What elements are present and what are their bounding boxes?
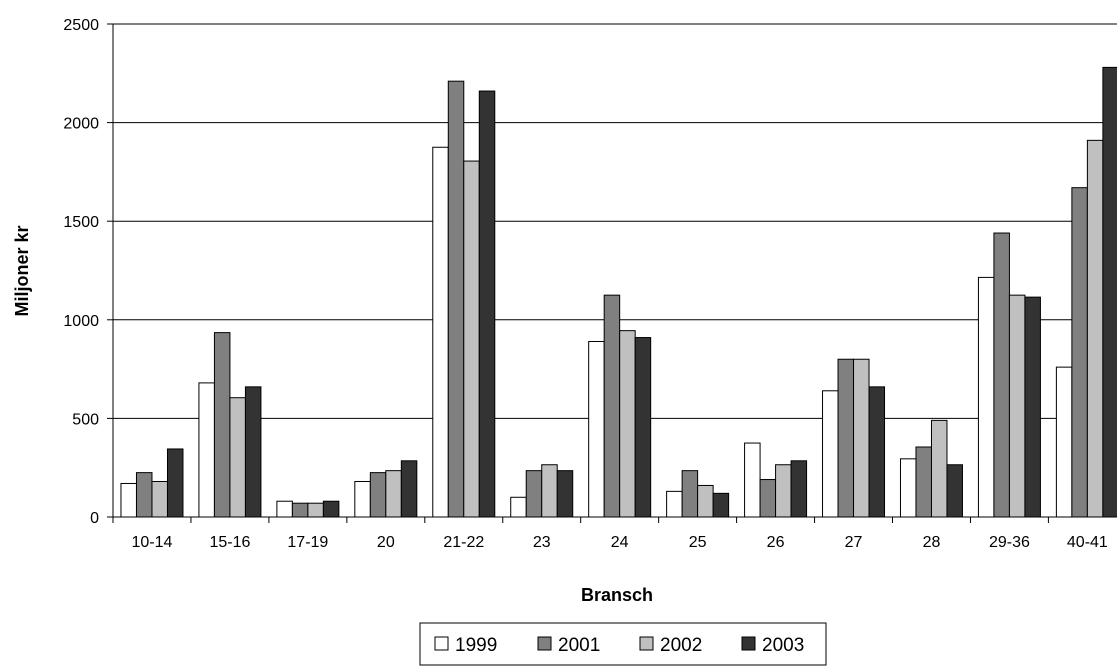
x-tick-labels: 10-14 15-16 17-19 20 21-22 23 24 25 26 27 28 29-36 4…: [112, 517, 1108, 551]
legend-swatch-2002: [639, 636, 654, 651]
bar-2002-25: [697, 484, 714, 518]
bar-2003-26: [790, 460, 808, 518]
legend-swatch-1999: [434, 636, 449, 651]
legend-swatch-2001: [537, 636, 552, 651]
legend-box: [419, 622, 827, 666]
bar-2003-15-16: [244, 386, 262, 518]
x-tick-label: 17-19: [287, 534, 328, 551]
bar-2002-27: [853, 358, 870, 518]
bar-2001-29-36: [993, 232, 1010, 518]
bar-1999-17-19: [276, 500, 293, 518]
axes: [112, 24, 1117, 518]
y-tick-labels: 0 500 1000 1500 2000 2500: [63, 17, 113, 527]
x-tick-label: 23: [533, 534, 551, 551]
x-axis-title: Bransch: [581, 585, 653, 605]
bar-1999-20: [354, 481, 371, 518]
legend-swatch-2003: [741, 636, 756, 651]
bar-2003-25: [712, 492, 730, 518]
bar-2002-40-41: [1086, 139, 1104, 518]
x-tick-label: 28: [923, 534, 941, 551]
bar-1999-27: [822, 390, 839, 518]
x-tick-label: 15-16: [209, 534, 250, 551]
y-tick-label: 1000: [63, 313, 99, 330]
y-tick-label: 2000: [63, 116, 99, 133]
bar-2003-24: [634, 337, 652, 518]
bar-2001-25: [681, 470, 699, 518]
bar-2002-15-16: [229, 397, 246, 518]
bar-2002-10-14: [151, 481, 168, 518]
y-axis-title: Miljoner kr: [12, 225, 32, 316]
legend: 1999 2001 2002 2003: [419, 622, 827, 666]
bar-1999-21-22: [432, 146, 449, 518]
bar-2003-23: [556, 470, 574, 518]
bar-2003-10-14: [166, 448, 184, 518]
bar-2001-17-19: [291, 502, 309, 518]
bar-2002-28: [930, 419, 948, 518]
bar-1999-29-36: [977, 276, 995, 518]
legend-label-2002: 2002: [660, 635, 702, 656]
bar-2001-24: [603, 294, 621, 518]
x-tick-label: 27: [845, 534, 863, 551]
legend-label-2003: 2003: [762, 635, 804, 656]
bar-2002-29-36: [1008, 294, 1026, 518]
bar-2003-21-22: [478, 90, 496, 518]
x-tick-label: 10-14: [132, 534, 173, 551]
bar-2002-17-19: [307, 502, 324, 518]
bars: [120, 66, 1117, 518]
bar-2001-40-41: [1071, 187, 1088, 518]
bar-2003-29-36: [1024, 296, 1041, 518]
y-tick-label: 2500: [63, 17, 99, 34]
y-tick-label: 0: [90, 510, 99, 527]
bar-2003-27: [868, 386, 886, 518]
bar-1999-15-16: [198, 382, 215, 518]
bar-2001-10-14: [135, 472, 153, 518]
bar-1999-28: [899, 458, 917, 518]
bar-2002-26: [775, 464, 792, 518]
y-tick-label: 500: [72, 411, 99, 428]
x-tick-label: 29-36: [989, 534, 1030, 551]
bar-1999-23: [510, 496, 527, 518]
bar-1999-25: [666, 490, 683, 518]
bar-2003-17-19: [322, 500, 340, 518]
legend-label-1999: 1999: [455, 635, 497, 656]
bar-2001-26: [759, 479, 777, 518]
bar-2001-28: [915, 446, 932, 518]
x-tick-label: 21-22: [443, 534, 484, 551]
x-tick-label: 25: [689, 534, 707, 551]
legend-label-2001: 2001: [558, 635, 600, 656]
bar-2002-23: [541, 464, 558, 518]
x-tick-label: 40-41: [1067, 534, 1108, 551]
bar-1999-40-41: [1055, 366, 1073, 518]
gridlines: [113, 23, 1117, 419]
bar-1999-26: [744, 442, 761, 518]
bar-2002-24: [619, 330, 636, 518]
bar-2001-27: [837, 358, 855, 518]
bar-2003-40-41: [1102, 66, 1117, 518]
bar-1999-10-14: [120, 482, 137, 518]
bar-2001-21-22: [447, 80, 465, 518]
legend-items: 1999 2001 2002 2003: [434, 635, 804, 656]
bar-2002-20: [385, 470, 402, 518]
bar-2003-28: [946, 464, 963, 518]
x-tick-label: 24: [611, 534, 629, 551]
bar-2001-20: [369, 472, 387, 518]
x-tick-label: 26: [767, 534, 785, 551]
y-tick-label: 1500: [63, 214, 99, 231]
bar-2002-21-22: [463, 160, 480, 518]
bar-1999-24: [588, 340, 605, 518]
bar-2003-20: [400, 460, 418, 518]
bar-2001-23: [525, 470, 543, 518]
bar-2001-15-16: [213, 332, 231, 518]
x-tick-label: 20: [377, 534, 395, 551]
